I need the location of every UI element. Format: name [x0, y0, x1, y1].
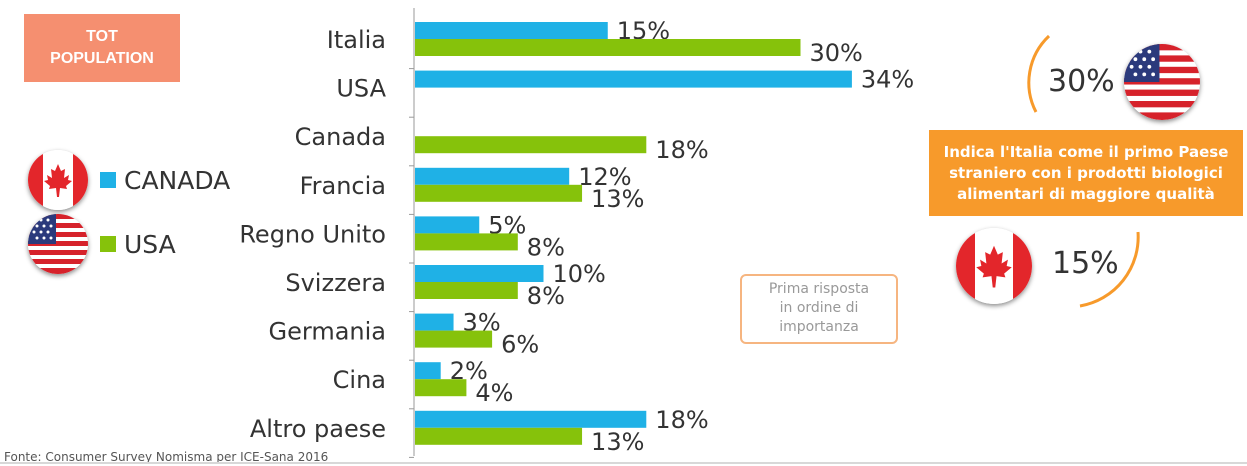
note-line-1: Prima risposta: [768, 281, 870, 297]
bar-usa: [415, 330, 493, 348]
bar-usa: [415, 282, 518, 299]
category-label: USA: [336, 75, 386, 103]
canada-flag-icon: [28, 150, 88, 210]
callout-line-1: Indica l'Italia come il primo Paese: [943, 142, 1229, 161]
data-label-usa: 30%: [810, 39, 863, 67]
badge-line-2: POPULATION: [50, 50, 154, 67]
data-label-usa: 8%: [527, 282, 565, 310]
data-label-canada: 12%: [578, 163, 631, 191]
bar-canada: [415, 70, 852, 88]
bar-usa: [415, 136, 647, 154]
italy-quality-callout: Indica l'Italia come il primo Paese stra…: [929, 130, 1243, 216]
data-label-canada: 34%: [861, 66, 914, 94]
data-label-canada: 10%: [553, 260, 606, 288]
category-label: Italia: [327, 26, 386, 54]
canada-highlight-percent: 15%: [1052, 246, 1119, 281]
bar-canada: [415, 22, 608, 39]
usa-flag-icon: [28, 214, 88, 274]
source-note: Fonte: Consumer Survey Nomisma per ICE-S…: [4, 450, 329, 464]
usa-flag-icon: [1124, 44, 1200, 120]
legend-label-canada: CANADA: [124, 165, 231, 195]
data-label-usa: 13%: [591, 428, 644, 456]
category-label: Germania: [269, 318, 386, 346]
population-badge: TOT POPULATION: [24, 14, 180, 82]
legend-label-usa: USA: [124, 229, 176, 259]
bar-usa: [415, 184, 583, 202]
bar-usa: [415, 379, 467, 397]
canada-flag-icon: [956, 228, 1032, 304]
usa-highlight-percent: 30%: [1048, 64, 1115, 99]
bar-canada: [415, 313, 454, 331]
legend-item-usa: USA: [28, 212, 176, 276]
legend-item-canada: CANADA: [28, 148, 230, 212]
bar-canada: [415, 167, 570, 185]
category-label: Canada: [295, 123, 386, 151]
legend-swatch-canada: [100, 172, 116, 188]
bottom-divider: [0, 462, 1247, 464]
bar-canada: [415, 410, 647, 428]
bar-canada: [415, 362, 441, 380]
category-label: Svizzera: [285, 269, 386, 297]
category-label: Francia: [300, 172, 386, 200]
badge-line-1: TOT: [86, 28, 118, 45]
note-line-2: in ordine di: [779, 300, 859, 316]
bar-usa: [415, 233, 518, 251]
legend-swatch-usa: [100, 236, 116, 252]
category-label: Regno Unito: [239, 220, 386, 248]
data-label-usa: 8%: [527, 233, 565, 261]
note-line-3: importanza: [779, 319, 859, 335]
data-label-usa: 18%: [655, 136, 708, 164]
bar-usa: [415, 39, 801, 56]
category-label: Altro paese: [250, 415, 386, 443]
bar-canada: [415, 265, 544, 282]
bar-canada: [415, 216, 480, 234]
data-label-canada: 18%: [655, 406, 708, 434]
category-label: Cina: [333, 366, 386, 394]
data-label-usa: 4%: [475, 379, 513, 407]
data-label-usa: 13%: [591, 185, 644, 213]
callout-line-3: alimentari di maggiore qualità: [957, 184, 1215, 203]
data-label-usa: 6%: [501, 331, 539, 359]
callout-line-2: straniero con i prodotti biologici: [949, 163, 1223, 182]
first-answer-note: Prima risposta in ordine di importanza: [740, 274, 898, 344]
bar-usa: [415, 427, 583, 445]
